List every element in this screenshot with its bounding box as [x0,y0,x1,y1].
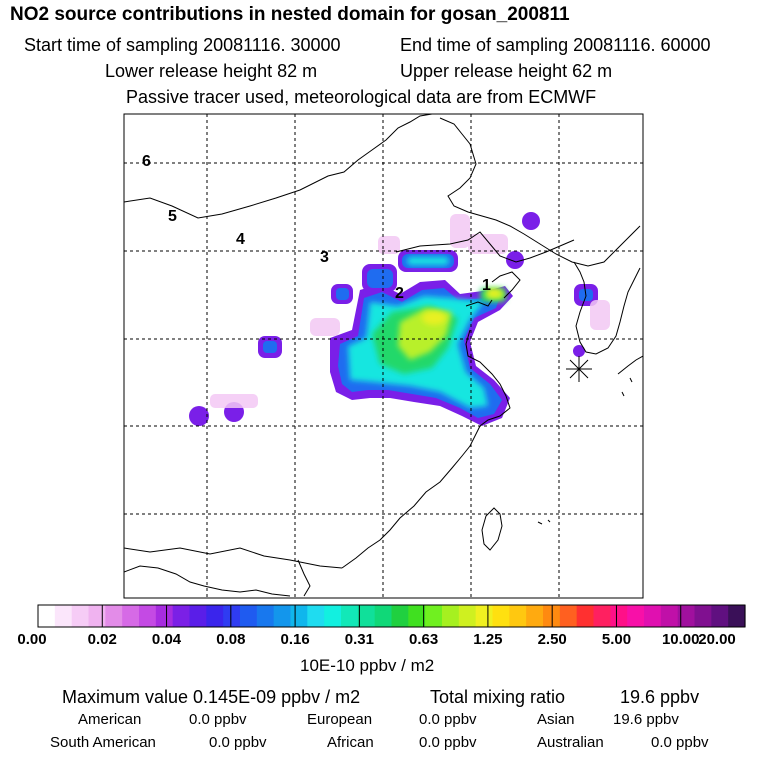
region-name-american: American [78,711,142,728]
colorbar-swatch [206,605,224,627]
colorbar-swatch [711,605,729,627]
colorbar-swatch [391,605,409,627]
colorbar-swatch [290,605,308,627]
coastlines [124,114,643,597]
trajectory-label-1: 1 [482,277,491,294]
colorbar-tick-label: 2.50 [537,631,567,648]
colorbar-swatch [256,605,275,627]
region-name-european: European [307,711,373,728]
colorbar-swatch [240,605,258,627]
colorbar-swatch [139,605,157,627]
colorbar-swatch [576,605,595,627]
colorbar-swatch [324,605,342,627]
receptor-asterisk-marker [566,356,592,382]
region-name-african: African [327,734,374,751]
region-value-south-american: 0.0 ppbv [209,734,267,751]
region-value-european: 0.0 ppbv [419,711,477,728]
region-value-american: 0.0 ppbv [189,711,247,728]
trajectory-label-4: 4 [236,231,245,248]
lower-release-label: Lower release height 82 m [105,61,318,81]
colorbar-swatch [38,605,56,627]
colorbar-tick-label: 0.08 [216,631,246,648]
colorbar-tick-label: 0.16 [280,631,310,648]
trajectory-label-2: 2 [395,285,404,302]
colorbar-swatch [593,605,611,627]
colorbar-tick-label: 20.00 [698,631,736,648]
colorbar-swatch [189,605,207,627]
end-time-label: End time of sampling 20081116. 60000 [400,35,711,55]
colorbar-swatch [155,605,174,627]
region-name-australian: Australian [537,734,604,751]
colorbar-swatch [509,605,527,627]
total-mixing-value: 19.6 ppbv [620,687,700,707]
total-mixing-label: Total mixing ratio [430,687,566,707]
colorbar-swatch [223,605,241,627]
colorbar-swatch [307,605,325,627]
region-value-australian: 0.0 ppbv [651,734,709,751]
colorbar-swatch [694,605,712,627]
colorbar-swatch [458,605,477,627]
colorbar-swatch [357,605,376,627]
colorbar-tick-label: 0.31 [344,631,374,648]
colorbar-swatch [341,605,359,627]
colorbar-swatch [88,605,106,627]
upper-release-label: Upper release height 62 m [400,61,613,81]
colorbar-swatch [71,605,90,627]
trajectory-label-6: 6 [142,153,151,170]
start-time-label: Start time of sampling 20081116. 30000 [24,35,341,55]
trajectory-label-3: 3 [320,249,329,266]
region-value-african: 0.0 ppbv [419,734,477,751]
colorbar-swatch [475,605,494,627]
colorbar-tick-label: 0.02 [87,631,117,648]
colorbar-swatch [374,605,393,627]
colorbar-tick-label: 0.00 [17,631,47,648]
concentration-field [189,212,610,426]
colorbar-swatch [273,605,292,627]
region-name-asian: Asian [537,711,575,728]
colorbar-tick-label: 10.00 [661,631,700,648]
colorbar-tick-label: 0.63 [409,631,439,648]
graticule [124,114,643,598]
colorbar-swatch [610,605,628,627]
map-area [124,114,643,598]
colorbar-swatch [728,605,746,627]
max-value-label: Maximum value 0.145E-09 ppbv / m2 [62,687,361,707]
colorbar-swatch [627,605,645,627]
colorbar-swatch [442,605,460,627]
map-frame [123,113,644,599]
colorbar-swatch [54,605,73,627]
tracer-label: Passive tracer used, meteorological data… [126,87,597,107]
region-name-south-american: South American [50,734,156,751]
colorbar-swatch [105,605,123,627]
colorbar-swatch [644,605,662,627]
colorbar-tick-label: 5.00 [601,631,632,648]
colorbar-swatch [492,605,510,627]
map-title: NO2 source contributions in nested domai… [10,4,570,25]
colorbar-swatch [660,605,679,627]
colorbar-frame [37,604,746,628]
colorbar-swatch [425,605,443,627]
colorbar-swatch [172,605,191,627]
colorbar-tick-label: 0.04 [151,631,182,648]
colorbar [38,605,746,627]
colorbar-swatch [559,605,578,627]
colorbar-units: 10E-10 ppbv / m2 [300,656,435,675]
region-value-asian: 19.6 ppbv [613,711,679,728]
colorbar-swatch [677,605,696,627]
colorbar-tick-label: 1.25 [473,631,503,648]
trajectory-label-5: 5 [168,208,177,225]
colorbar-swatch [122,605,140,627]
colorbar-swatch [526,605,544,627]
colorbar-swatch [408,605,426,627]
